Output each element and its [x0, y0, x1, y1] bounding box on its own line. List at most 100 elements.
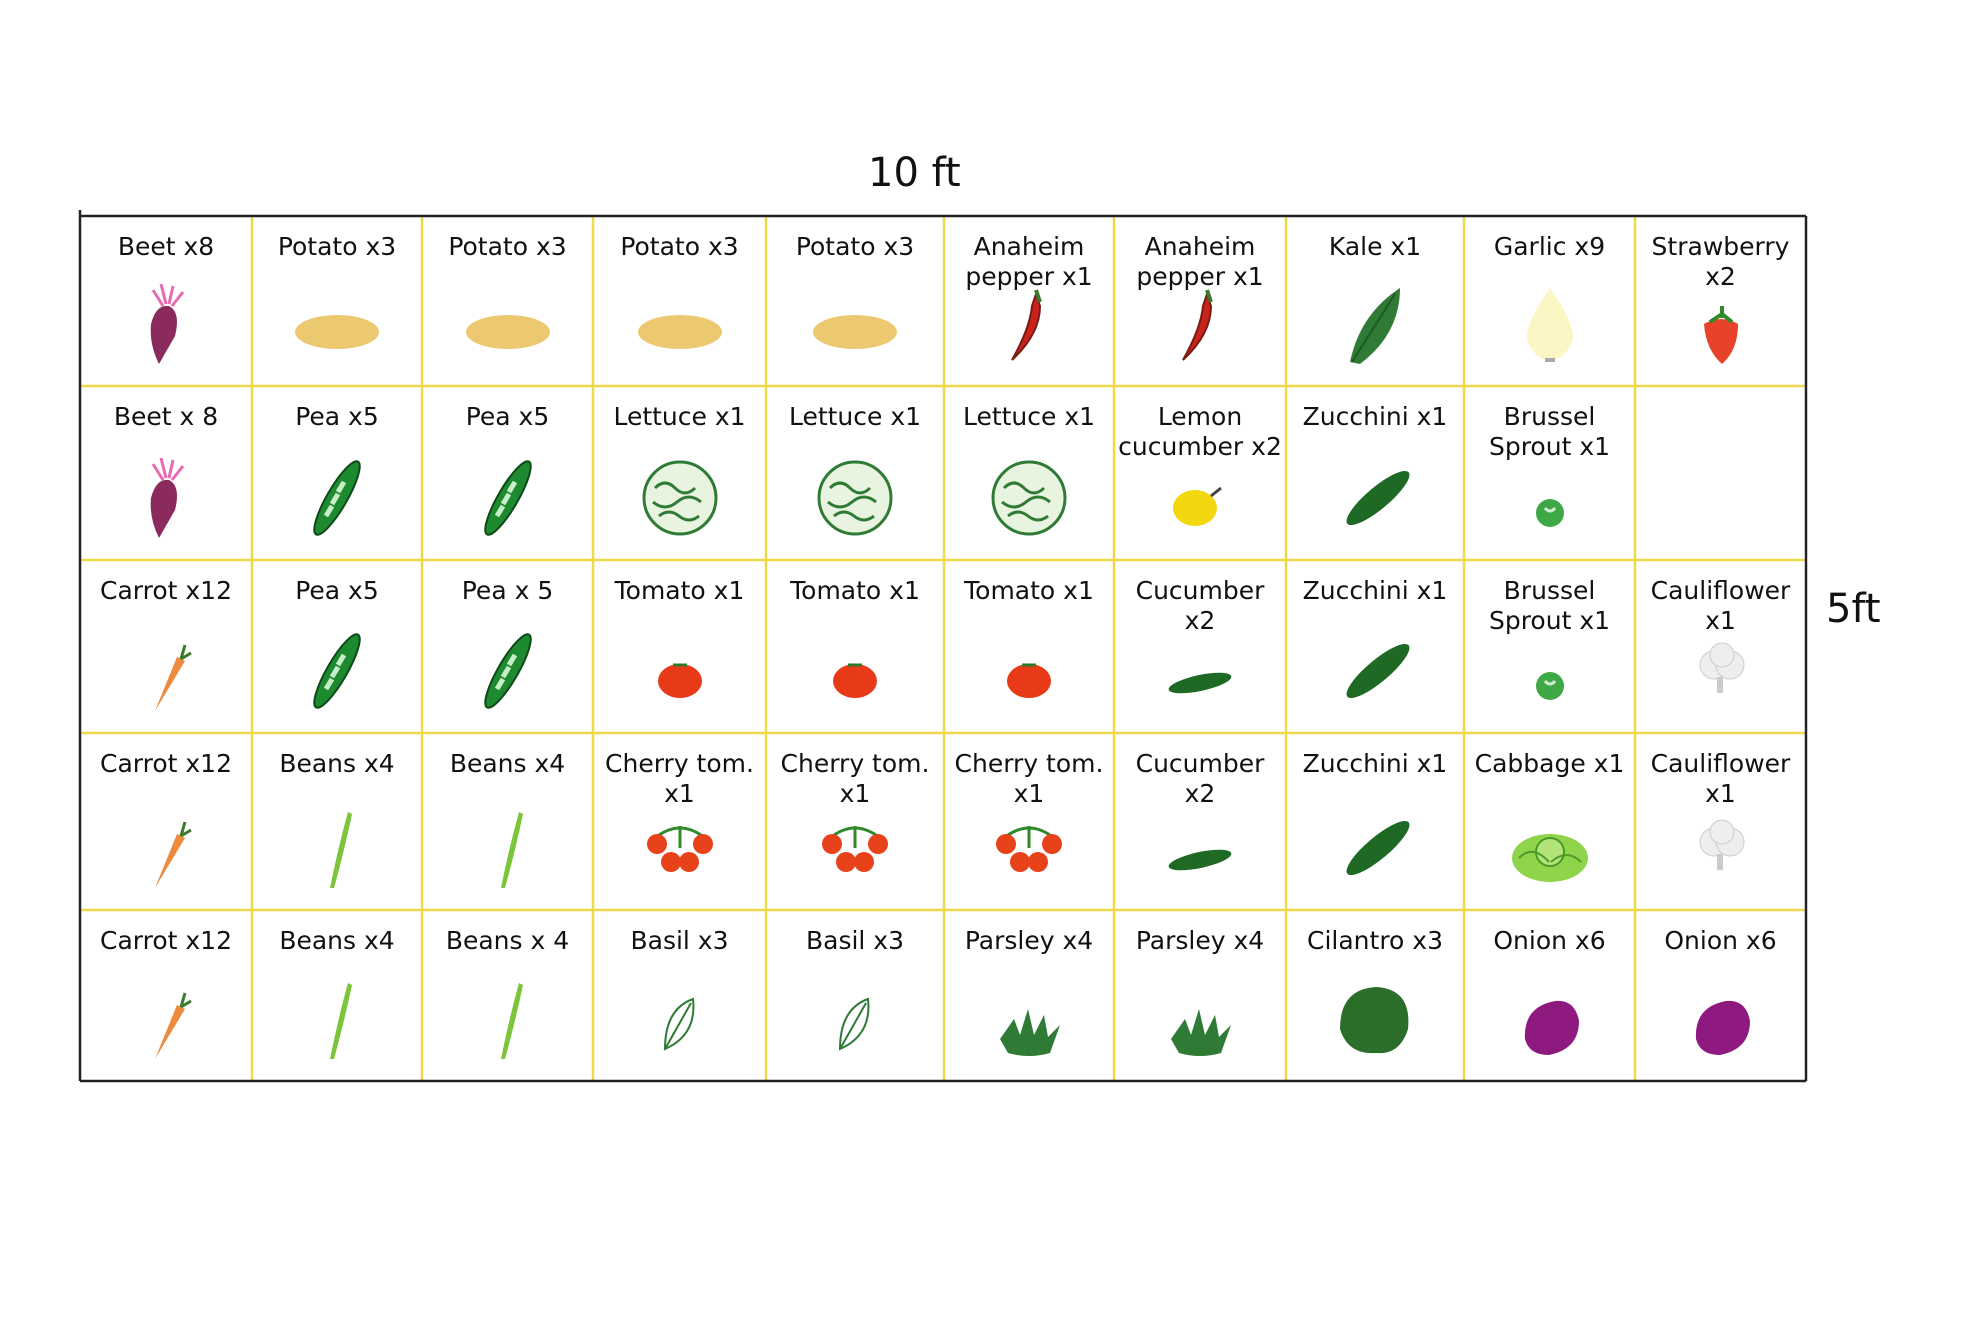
height-label: 5ft: [1826, 586, 1881, 632]
bed-cell: Brussel Sprout x1: [1464, 386, 1635, 560]
plant-icon: [500, 983, 523, 1059]
bed-cell: Parsley x4: [944, 910, 1114, 1081]
plant-label: Cherry tom. x1: [605, 749, 754, 808]
plant-icon: [1340, 987, 1409, 1054]
bed-cell: Tomato x1: [944, 560, 1114, 733]
plant-label: Pea x5: [295, 576, 379, 605]
plant-label: Tomato x1: [614, 576, 745, 605]
plant-label: Brussel Sprout x1: [1488, 576, 1611, 635]
plant-label: Pea x5: [465, 402, 550, 431]
bed-cell: Anaheim pepper x1: [1114, 216, 1286, 386]
plant-label: Strawberry x2: [1651, 232, 1790, 291]
plant-icon: [483, 633, 532, 709]
plant-icon: [637, 315, 722, 349]
plant-icon: [642, 460, 717, 536]
plant-label: Pea x5: [295, 402, 379, 431]
bed-cell: Zucchini x1: [1286, 386, 1464, 560]
bed-cell: Lettuce x1: [944, 386, 1114, 560]
bed-cell: Potato x3: [252, 216, 422, 386]
plant-icon: [1182, 289, 1213, 361]
plant-icon: [330, 812, 352, 888]
plant-icon: [1173, 486, 1222, 526]
bed-cell: Tomato x1: [593, 560, 766, 733]
plant-icon: [313, 633, 361, 709]
plant-label: Zucchini x1: [1302, 576, 1448, 605]
plant-label: Beans x 4: [445, 926, 570, 955]
bed-cell: Cherry tom. x1: [944, 733, 1114, 910]
plant-label: Beet x 8: [113, 402, 219, 431]
bed-cell: Carrot x12: [80, 560, 252, 733]
plant-label: Parsley x4: [1135, 926, 1265, 955]
plant-label: Parsley x4: [964, 926, 1094, 955]
bed-cell: Lettuce x1: [593, 386, 766, 560]
plant-label: Potato x3: [795, 232, 915, 261]
plant-icon: [991, 460, 1067, 536]
bed-cell: Basil x3: [593, 910, 766, 1081]
bed-cell: Cherry tom. x1: [766, 733, 944, 910]
plant-label: Cilantro x3: [1307, 926, 1443, 955]
bed-cell: Beans x4: [252, 910, 422, 1081]
plant-label: Carrot x12: [100, 576, 232, 605]
bed-cell: Potato x3: [422, 216, 593, 386]
bed-cell: Onion x6: [1464, 910, 1635, 1081]
plant-label: Onion x6: [1493, 926, 1606, 955]
plant-label: Beans x4: [279, 749, 395, 778]
plant-icon: [1346, 820, 1410, 876]
bed-cell: Cabbage x1: [1464, 733, 1635, 910]
bed-cell: Cauliflower x1: [1635, 560, 1806, 733]
bed-cell: Beans x4: [252, 733, 422, 910]
plant-icon: [1699, 642, 1744, 693]
plant-label: Anaheim pepper x1: [1136, 232, 1264, 291]
plant-icon: [500, 812, 523, 888]
plant-icon: [1535, 672, 1564, 700]
bed-cell: Pea x5: [252, 560, 422, 733]
plant-label: Anaheim pepper x1: [965, 232, 1093, 291]
bed-cell: Pea x5: [422, 386, 593, 560]
plant-label: Lettuce x1: [962, 402, 1096, 431]
bed-cell: Potato x3: [766, 216, 944, 386]
plant-icon: [646, 826, 713, 872]
bed-cell: Cauliflower x1: [1635, 733, 1806, 910]
plant-label: Carrot x12: [100, 749, 232, 778]
plant-icon: [996, 826, 1062, 872]
plant-icon: [1346, 470, 1410, 526]
plant-label: Lemon cucumber x2: [1118, 402, 1282, 461]
plant-label: Zucchini x1: [1302, 402, 1448, 431]
plant-label: Carrot x12: [100, 926, 232, 955]
plant-icon: [1535, 499, 1564, 527]
plant-label: Zucchini x1: [1302, 749, 1448, 778]
plant-icon: [813, 315, 897, 349]
plant-label: Cucumber x2: [1135, 576, 1265, 635]
bed-cell: Lettuce x1: [766, 386, 944, 560]
plant-icon: [465, 315, 550, 349]
plant-icon: [313, 460, 361, 536]
plant-label: Lettuce x1: [788, 402, 922, 431]
plant-label: Pea x 5: [461, 576, 554, 605]
bed-cell: [1635, 386, 1806, 560]
bed-cell: Cilantro x3: [1286, 910, 1464, 1081]
plant-icon: [150, 458, 185, 538]
plant-label: Onion x6: [1664, 926, 1777, 955]
plant-icon: [1699, 819, 1744, 870]
plant-icon: [1511, 834, 1588, 882]
bed-cell: Carrot x12: [80, 733, 252, 910]
plant-label: Lettuce x1: [613, 402, 746, 431]
plant-icon: [1011, 289, 1042, 361]
plant-icon: [1007, 663, 1051, 698]
plant-icon: [155, 821, 192, 888]
bed-cell: Beans x4: [422, 733, 593, 910]
plant-icon: [1171, 1009, 1231, 1056]
plant-label: Garlic x9: [1493, 232, 1606, 261]
bed-cell: Carrot x12: [80, 910, 252, 1081]
plant-icon: [330, 983, 352, 1059]
bed-cell: Parsley x4: [1114, 910, 1286, 1081]
plant-icon: [838, 997, 870, 1051]
plant-icon: [822, 826, 888, 872]
plant-label: Cabbage x1: [1474, 749, 1625, 778]
bed-cell: Pea x 5: [422, 560, 593, 733]
bed-cell: Cucumber x2: [1114, 560, 1286, 733]
bed-cell: Anaheim pepper x1: [944, 216, 1114, 386]
plant-label: Cucumber x2: [1135, 749, 1265, 808]
